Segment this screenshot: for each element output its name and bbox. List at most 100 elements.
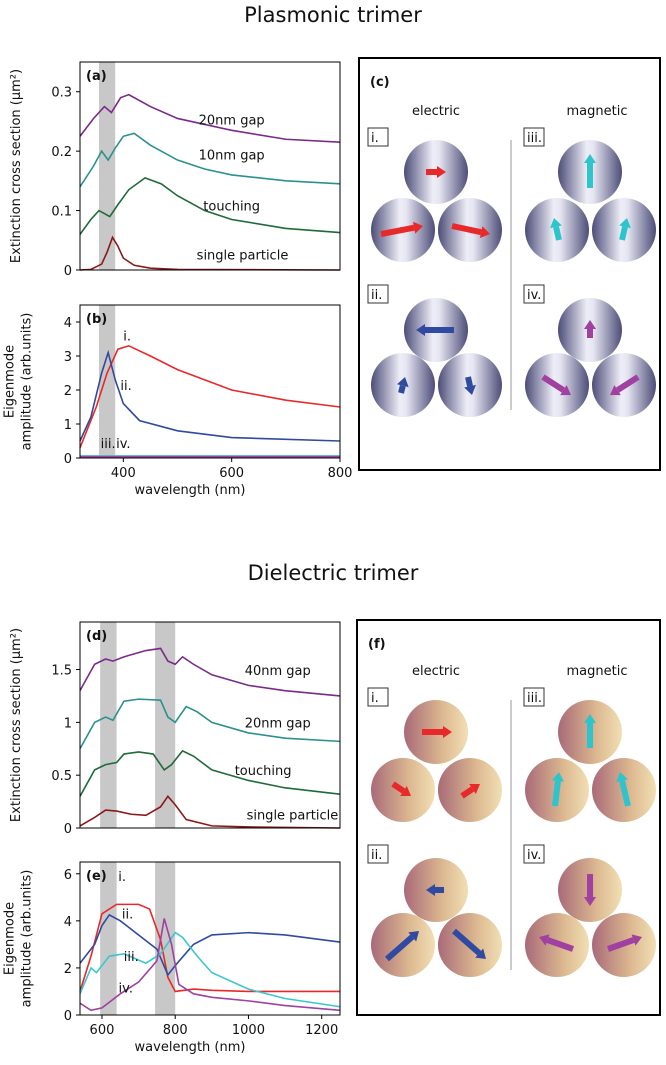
arrow-head: [396, 377, 409, 388]
shaded-band: [98, 305, 116, 458]
arrow-head: [584, 714, 596, 723]
panel-label: (e): [86, 869, 107, 884]
series-line: [79, 344, 341, 449]
series-label: 40nm gap: [245, 664, 311, 679]
arrow-head: [400, 786, 411, 796]
section-title: Dielectric trimer: [248, 561, 419, 585]
series-line: [79, 93, 341, 144]
y-tick-label: 1: [64, 418, 72, 433]
arrow-shaft: [465, 376, 473, 387]
series-label: 20nm gap: [245, 717, 311, 732]
x-axis-label: wavelength (nm): [135, 1040, 246, 1055]
y-tick-label: 0: [64, 264, 72, 279]
series-label: i.: [118, 870, 126, 885]
y-tick-label: 0: [64, 1009, 72, 1024]
x-tick-label: 600: [90, 1023, 115, 1038]
arrow-head: [584, 154, 596, 163]
arrow-shaft: [546, 937, 574, 952]
series-label: 10nm gap: [199, 148, 265, 163]
y-axis-label: Eigenmode: [3, 902, 18, 975]
mode-label: ii.: [371, 288, 382, 303]
mode-label: ii.: [371, 848, 382, 863]
arrow-shaft: [380, 224, 415, 237]
plot-frame: [79, 61, 341, 271]
panel-label: (d): [86, 629, 107, 644]
series-label: iv.: [116, 437, 130, 452]
arrow-head: [426, 884, 435, 896]
mode-label: iv.: [527, 848, 541, 863]
mode-box: [523, 284, 545, 304]
series-line: [79, 176, 341, 235]
series-label: single particle: [197, 248, 289, 263]
plot-frame: [79, 861, 341, 1016]
series-line: [79, 698, 341, 750]
mode-box: [367, 687, 389, 707]
mode-label: iv.: [527, 288, 541, 303]
arrow-head: [469, 784, 480, 794]
y-axis-label: amplitude (arb.units): [20, 313, 35, 451]
panel-label: (f): [368, 637, 386, 652]
series-label: 20nm gap: [199, 113, 265, 128]
mode-box: [523, 127, 545, 147]
column-label: electric: [412, 664, 460, 679]
y-tick-label: 6: [64, 868, 72, 883]
series-label: iii.: [101, 437, 116, 452]
series-line: [79, 903, 340, 993]
arrow-shaft: [541, 374, 566, 393]
plot-frame: [79, 621, 341, 829]
column-label: electric: [412, 104, 460, 119]
arrow-head: [479, 226, 490, 239]
series-label: iii.: [124, 950, 139, 965]
arrow-head: [437, 166, 446, 178]
series-label: iv.: [119, 982, 133, 997]
mode-label: i.: [371, 131, 379, 146]
shaded-band: [155, 862, 176, 1015]
panel-box: [356, 619, 661, 1016]
shaded-band: [100, 622, 117, 828]
series-label: i.: [123, 330, 131, 345]
arrow-head: [619, 218, 631, 229]
x-tick-label: 1000: [232, 1023, 265, 1038]
arrow-head: [584, 897, 596, 906]
y-tick-label: 1.5: [51, 664, 72, 679]
arrow-head: [416, 324, 425, 336]
y-axis-label: Extinction cross section (μm²): [9, 69, 24, 263]
x-tick-label: 800: [163, 1023, 188, 1038]
series-label: ii.: [120, 379, 131, 394]
arrow-head: [539, 934, 550, 946]
mode-label: iii.: [527, 131, 542, 146]
series-line: [79, 918, 341, 1012]
series-line: [79, 132, 341, 188]
mode-box: [367, 127, 389, 147]
y-axis-label: Eigenmode: [3, 345, 18, 418]
arrow-head: [584, 320, 596, 329]
arrow-shaft: [460, 786, 475, 799]
shaded-band: [100, 862, 117, 1015]
arrow-shaft: [607, 937, 635, 952]
y-tick-label: 4: [64, 915, 72, 930]
column-label: magnetic: [567, 664, 628, 679]
arrow-shaft: [451, 223, 482, 236]
arrow-head: [550, 218, 562, 229]
panel-label: (a): [86, 69, 107, 84]
x-tick-label: 1200: [305, 1023, 338, 1038]
y-tick-label: 2: [64, 962, 72, 977]
arrow-head: [551, 772, 564, 782]
y-tick-label: 2: [64, 384, 72, 399]
arrow-shaft: [619, 780, 631, 807]
panel-label: (c): [370, 75, 390, 90]
mode-label: i.: [371, 691, 379, 706]
series-label: touching: [235, 764, 292, 779]
arrow-shaft: [391, 781, 406, 794]
arrow-shaft: [553, 226, 562, 241]
mode-box: [523, 844, 545, 864]
arrow-shaft: [615, 374, 640, 393]
arrow-head: [408, 931, 419, 942]
shaded-band: [155, 622, 176, 828]
plot-frame: [79, 304, 341, 459]
arrow-shaft: [398, 385, 406, 394]
y-tick-label: 3: [64, 350, 72, 365]
arrow-head: [610, 385, 621, 396]
arrow-head: [616, 772, 628, 783]
mode-box: [367, 844, 389, 864]
